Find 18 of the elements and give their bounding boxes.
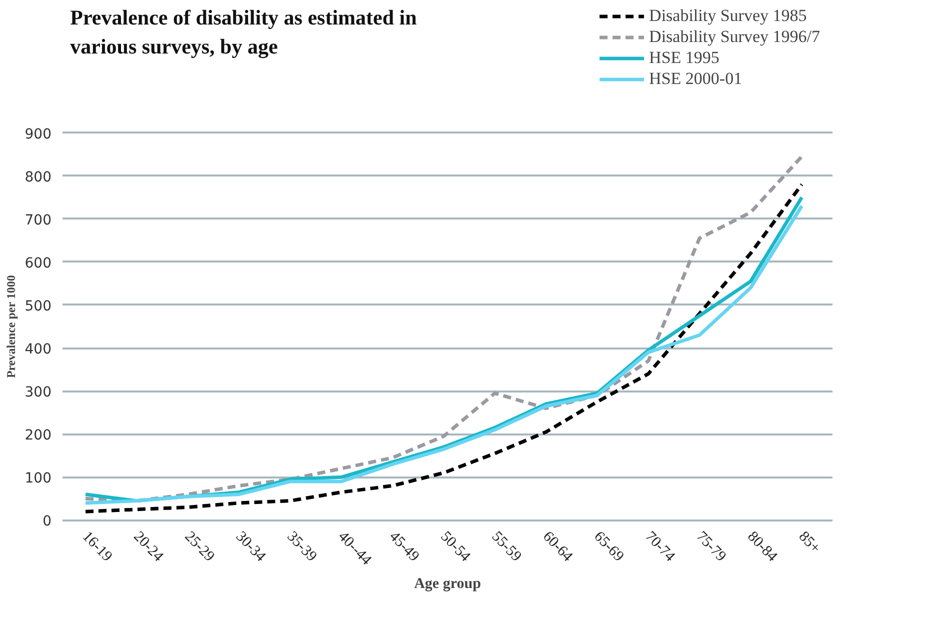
x-tick-label: 85+ <box>795 528 824 557</box>
y-tick-label: 0 <box>42 514 52 530</box>
y-tick-label: 500 <box>24 298 52 314</box>
y-tick-label: 700 <box>24 212 52 228</box>
legend-label: HSE 1995 <box>649 48 720 68</box>
y-tick-label: 600 <box>24 255 52 272</box>
y-tick-label: 200 <box>24 428 52 444</box>
y-tick-label: 100 <box>24 470 52 487</box>
y-axis-title: Prevalence per 1000 <box>4 275 18 378</box>
y-tick-label: 900 <box>24 126 52 142</box>
legend-label: Disability Survey 1996/7 <box>649 27 820 47</box>
legend-label: Disability Survey 1985 <box>649 6 807 26</box>
chart-title: Prevalence of disability as estimated in various surveys, by age <box>70 5 418 58</box>
x-axis-title: Age group <box>414 576 481 592</box>
y-tick-label: 300 <box>24 384 52 401</box>
y-tick-label: 800 <box>24 169 52 186</box>
legend-label: HSE 2000-01 <box>649 69 742 89</box>
y-tick-label: 400 <box>24 342 52 358</box>
